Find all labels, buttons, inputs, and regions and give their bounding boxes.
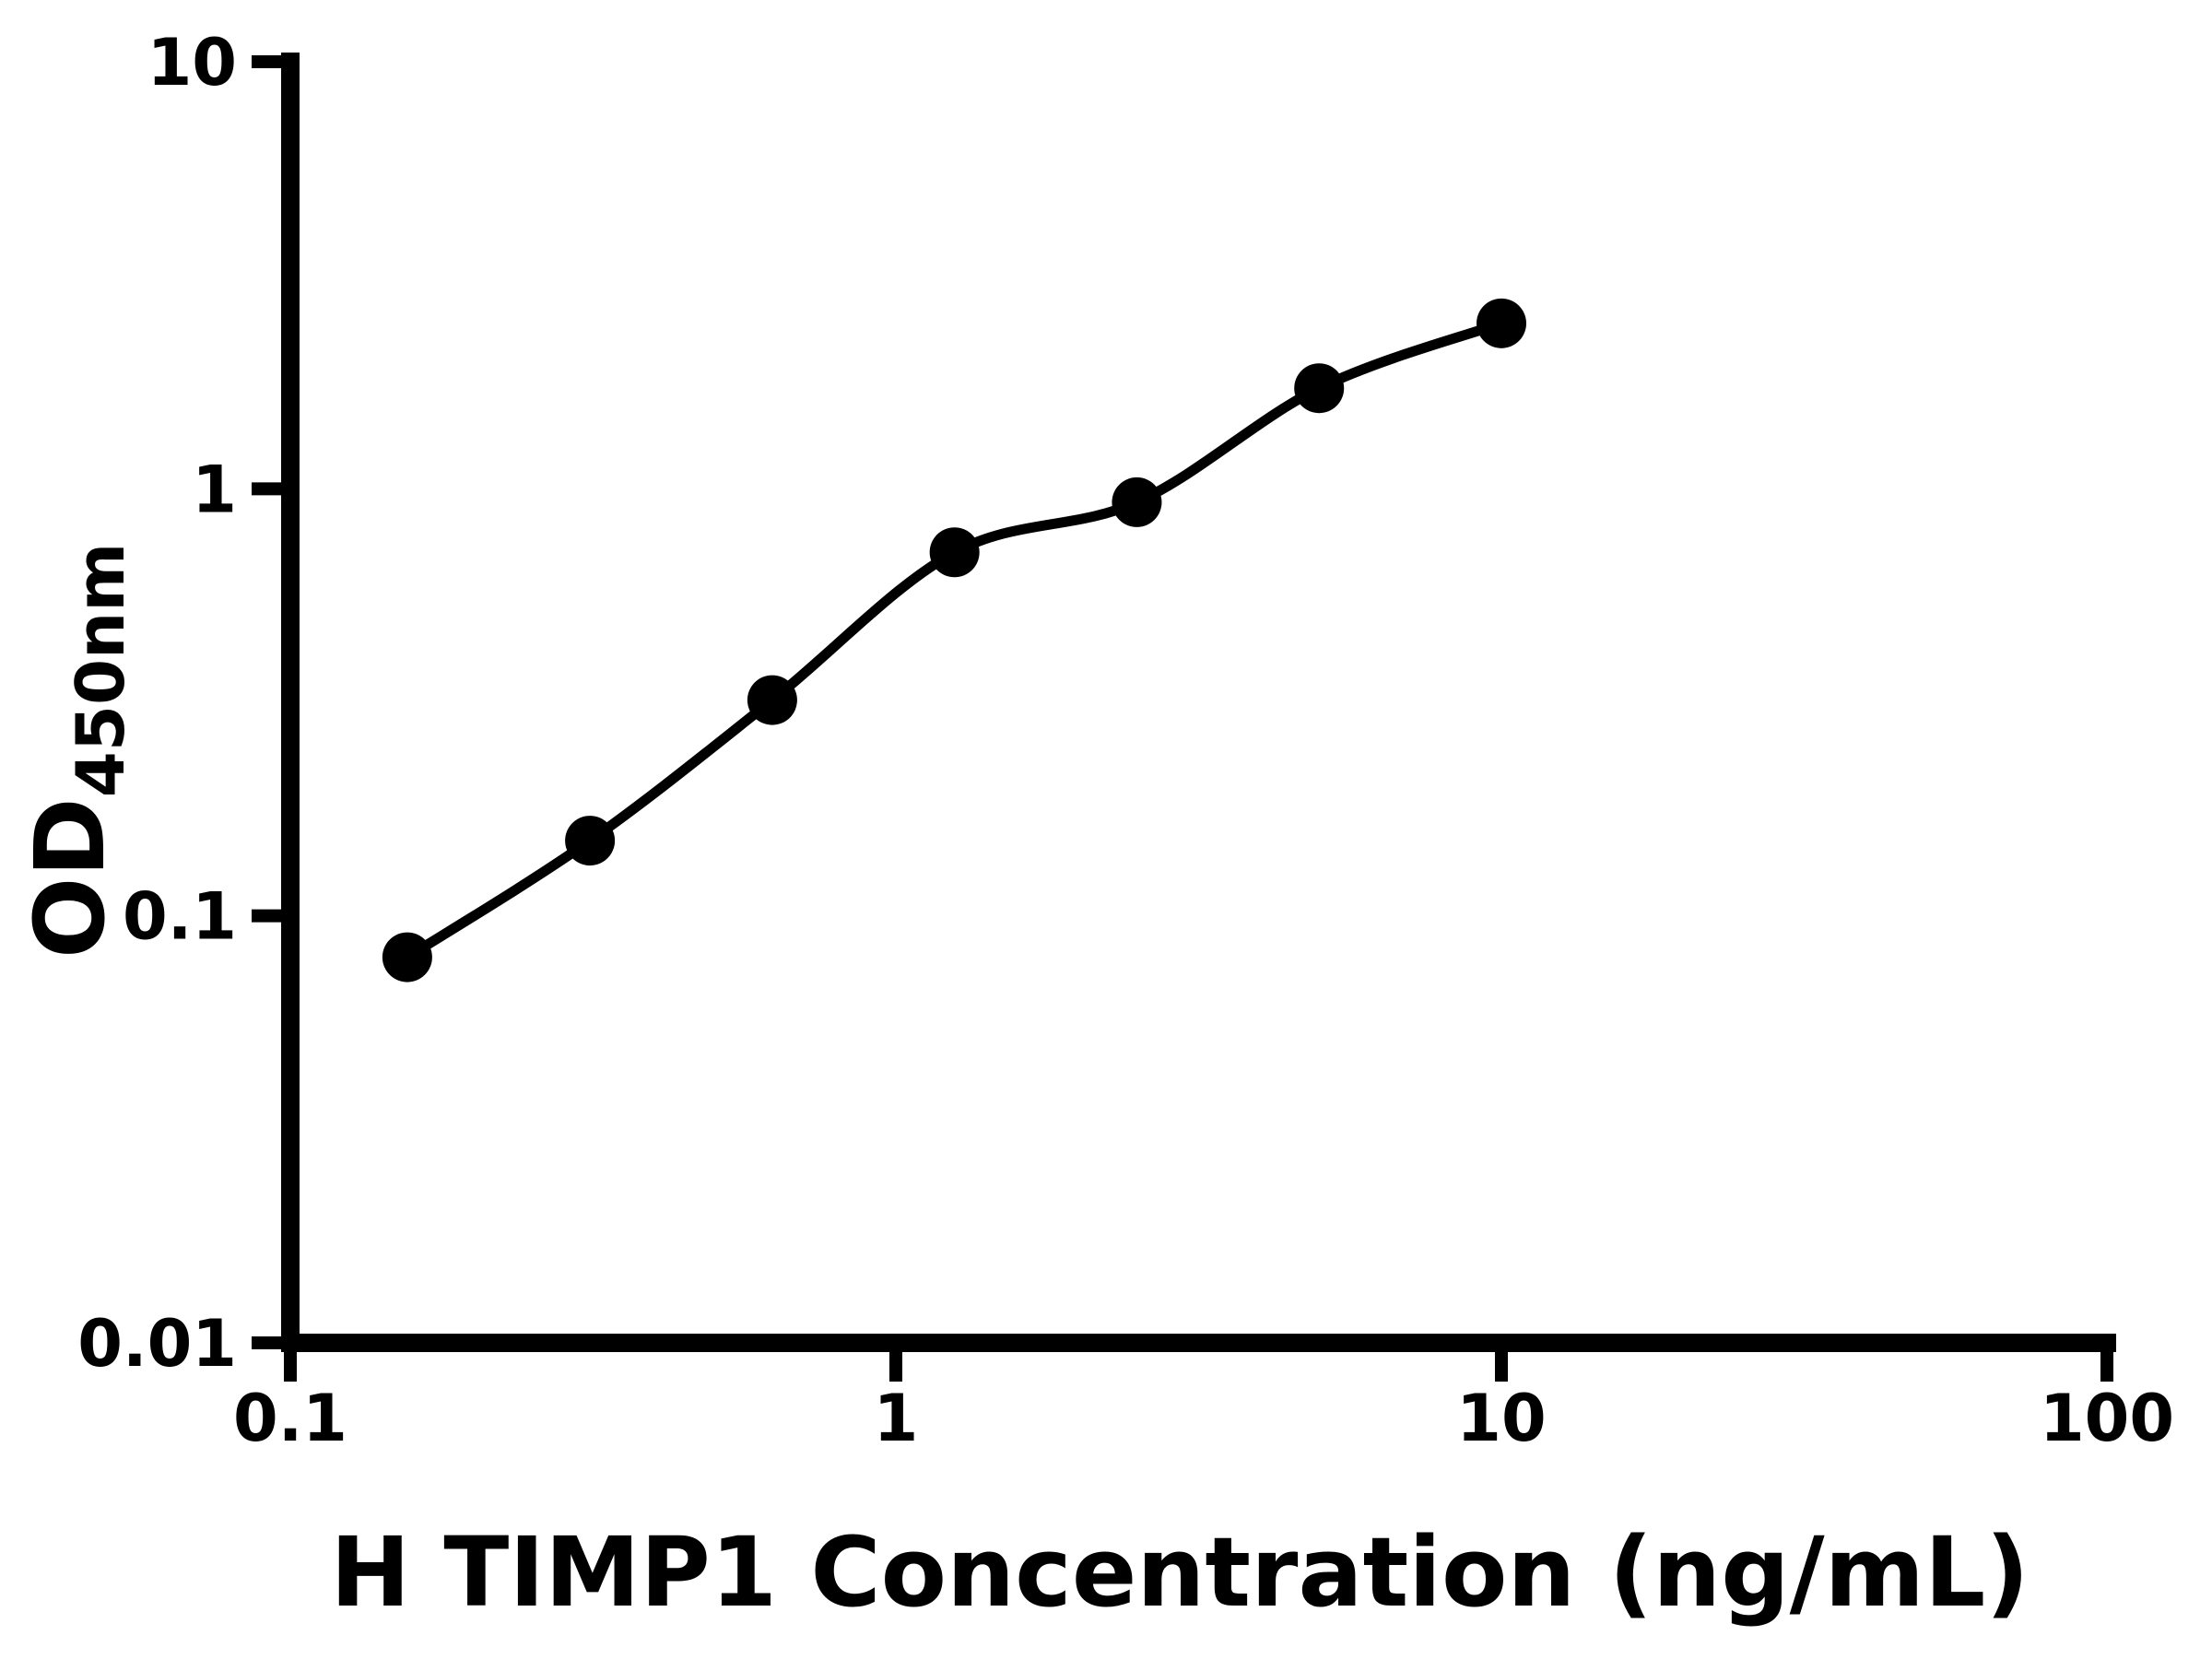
data-point	[565, 816, 616, 866]
y-axis-title: OD450nm	[14, 543, 139, 959]
x-tick-label: 10	[1456, 1381, 1546, 1456]
x-axis-title: H TIMP1 Concentration (ng/mL)	[330, 1516, 2030, 1629]
plot-layer	[382, 298, 1526, 982]
data-point	[1477, 298, 1526, 348]
y-axis-title-main: OD	[14, 797, 126, 959]
fit-curve	[402, 318, 1507, 963]
data-point	[1294, 363, 1345, 414]
y-tick-label: 1	[192, 452, 237, 527]
y-axis-title-subscript: 450nm	[62, 543, 139, 798]
x-tick-label: 100	[2040, 1381, 2174, 1456]
y-tick-label: 10	[147, 25, 237, 100]
x-tick-label: 0.1	[233, 1381, 347, 1456]
data-point	[747, 675, 797, 725]
axes-layer	[252, 53, 2116, 1382]
data-point	[929, 527, 980, 578]
x-tick-label: 1	[874, 1381, 919, 1456]
y-tick-label: 0.01	[77, 1306, 237, 1382]
data-point	[382, 932, 432, 982]
data-point	[1112, 477, 1162, 527]
y-tick-label: 0.1	[123, 879, 237, 955]
